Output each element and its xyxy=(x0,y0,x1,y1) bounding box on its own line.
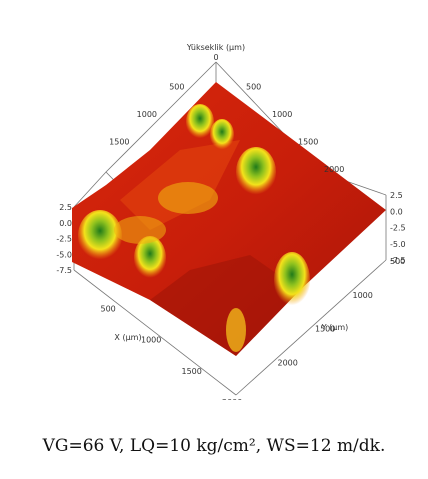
top-x-tick-label: 1000 xyxy=(137,110,157,119)
z-tick-label-right: 0.0 xyxy=(390,207,403,216)
top-y-tick-label: 1000 xyxy=(272,110,292,119)
x-tick-label: 1000 xyxy=(141,336,161,345)
surface-plot: Yükseklik (µm) X (µm) Y (µm) 0 500 1000 15… xyxy=(56,43,405,401)
pit-6 xyxy=(210,119,234,151)
z-tick-label-right: -7.5 xyxy=(390,256,406,265)
y-tick-label: 2000 xyxy=(278,358,298,367)
top-y-tick-label: 500 xyxy=(246,83,261,92)
pit-2 xyxy=(78,210,122,262)
x-tick-label: 1500 xyxy=(182,367,202,376)
figure-caption: VG=66 V, LQ=10 kg/cm², WS=12 m/dk. xyxy=(42,436,386,456)
x-tick-label: 500 xyxy=(101,304,116,313)
y-tick-label: 1000 xyxy=(353,291,373,300)
pit-3 xyxy=(274,252,310,308)
z-tick-label-right: 2.5 xyxy=(390,191,403,200)
top-x-tick-label: 500 xyxy=(169,83,184,92)
pit-4 xyxy=(134,236,166,280)
z-tick-label-left: -5.0 xyxy=(56,250,72,259)
top-y-tick-label: 1500 xyxy=(298,138,318,147)
pit-5 xyxy=(186,104,214,140)
axis-origin-tick: 0 xyxy=(213,53,218,62)
z-axis-label: Yükseklik (µm) xyxy=(186,43,245,52)
x-axis-label: X (µm) xyxy=(114,333,141,342)
x-tick-label: 2000 xyxy=(222,398,242,400)
pit-7 xyxy=(158,182,218,214)
y-tick-label: 1500 xyxy=(315,325,335,334)
surface-front-shade xyxy=(150,255,300,356)
z-tick-label-left: -7.5 xyxy=(56,266,72,275)
z-tick-label-left: -2.5 xyxy=(56,235,72,244)
top-x-tick-label: 1500 xyxy=(109,138,129,147)
pit-9 xyxy=(226,308,246,352)
y-axis-label: Y (µm) xyxy=(321,323,349,332)
z-tick-label-right: -2.5 xyxy=(390,224,406,233)
y-tick-label: 500 xyxy=(390,257,405,266)
surface-base xyxy=(72,82,386,356)
pit-1 xyxy=(236,147,276,197)
tick-labels: 500 1000 1500 2000 2000 1500 1000 500 500 1000 150… xyxy=(56,83,405,401)
z-tick-label-right: -5.0 xyxy=(390,240,406,249)
pit-8 xyxy=(114,216,166,244)
z-tick-label-left: 2.5 xyxy=(59,203,72,212)
z-tick-label-left: 0.0 xyxy=(59,219,72,228)
surface xyxy=(72,82,386,356)
top-y-tick-label: 2000 xyxy=(324,165,344,174)
